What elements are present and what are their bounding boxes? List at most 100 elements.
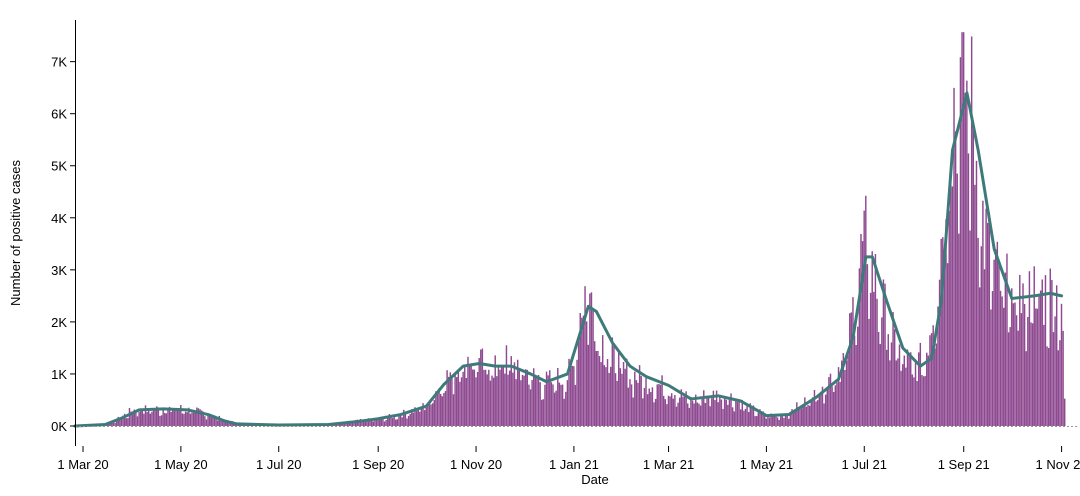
daily-bar <box>961 32 963 427</box>
daily-bar <box>454 372 456 426</box>
daily-bar <box>1015 315 1018 426</box>
daily-bar <box>727 404 729 426</box>
daily-bar <box>911 374 914 426</box>
daily-bar <box>916 381 918 426</box>
daily-bar <box>364 420 367 426</box>
daily-bar <box>390 415 392 426</box>
daily-bar <box>420 408 423 426</box>
x-tick-label: 1 Jan 21 <box>549 457 599 472</box>
daily-bar <box>117 416 119 426</box>
x-tick-label: 1 Sep 21 <box>938 457 990 472</box>
daily-bar <box>545 371 548 426</box>
daily-bar <box>541 399 543 426</box>
daily-bar <box>391 418 394 426</box>
daily-bar <box>396 419 399 426</box>
daily-bar <box>592 309 594 426</box>
daily-bar <box>510 356 512 426</box>
daily-bar <box>909 352 912 426</box>
daily-bar <box>919 342 922 426</box>
daily-bar <box>119 419 121 426</box>
daily-bar <box>797 409 800 426</box>
daily-bar <box>653 402 655 426</box>
daily-bar <box>637 382 639 426</box>
daily-bar <box>168 406 171 426</box>
daily-bar <box>855 345 857 426</box>
daily-bar <box>922 376 925 426</box>
daily-bar <box>876 298 878 426</box>
daily-bar <box>1038 295 1040 426</box>
daily-bar <box>706 395 708 426</box>
daily-bar <box>808 405 811 426</box>
daily-bar <box>659 384 662 426</box>
daily-bar <box>401 417 403 426</box>
daily-bar <box>146 411 148 426</box>
daily-bar <box>816 400 819 426</box>
daily-bar <box>542 399 545 426</box>
daily-bar <box>869 292 872 426</box>
daily-bar <box>531 380 533 426</box>
daily-bar <box>823 403 825 426</box>
daily-bar <box>1041 279 1043 426</box>
daily-bar <box>841 360 843 426</box>
daily-bar <box>826 388 829 426</box>
daily-bar <box>497 364 500 426</box>
daily-bar <box>480 349 482 426</box>
daily-bar <box>685 391 687 426</box>
daily-bar <box>358 420 360 426</box>
daily-bar <box>934 348 936 426</box>
daily-bar <box>975 160 978 426</box>
daily-bar <box>483 369 485 426</box>
daily-bar <box>1060 303 1063 426</box>
daily-bar <box>521 374 524 426</box>
daily-bar <box>670 393 673 426</box>
daily-bar <box>1047 347 1050 426</box>
daily-bar <box>800 408 803 426</box>
daily-bar <box>139 411 142 426</box>
daily-bar <box>186 412 188 426</box>
daily-bar <box>703 390 705 426</box>
daily-bar <box>605 367 607 426</box>
daily-bar <box>749 403 752 426</box>
daily-bar <box>704 403 707 426</box>
daily-bar <box>836 382 838 426</box>
daily-bar <box>202 411 204 426</box>
daily-bar <box>459 381 461 426</box>
daily-bar <box>964 92 966 426</box>
daily-bar <box>180 404 182 426</box>
daily-bar <box>962 32 965 427</box>
daily-bar <box>991 291 994 426</box>
daily-bar <box>417 409 419 426</box>
daily-bar <box>218 415 221 426</box>
daily-bar <box>695 394 697 426</box>
daily-bar <box>598 356 601 426</box>
daily-bar <box>438 388 440 426</box>
daily-bar <box>879 344 881 426</box>
daily-bar <box>518 370 521 426</box>
daily-bar <box>914 362 917 426</box>
daily-bar <box>654 398 657 426</box>
daily-bar <box>767 416 769 426</box>
daily-bar <box>804 397 806 426</box>
daily-bar <box>569 361 572 426</box>
daily-bar <box>752 405 755 426</box>
daily-bar <box>228 421 230 426</box>
daily-bar <box>974 184 976 426</box>
x-axis-ticks: 1 Mar 20 1 May 20 1 Jul 20 1 Sep 20 1 Nov 20… <box>57 446 1080 472</box>
daily-bar <box>430 404 432 426</box>
daily-bar <box>215 418 217 426</box>
daily-bar <box>385 420 387 426</box>
daily-bar <box>645 375 647 426</box>
daily-bar <box>735 400 737 426</box>
daily-bar <box>379 419 381 426</box>
daily-bar <box>380 416 383 426</box>
daily-bar <box>953 87 955 426</box>
daily-bar <box>544 384 546 426</box>
daily-bar <box>849 313 851 426</box>
daily-bar <box>387 417 389 426</box>
daily-bar <box>674 394 676 426</box>
daily-bar <box>818 395 820 426</box>
daily-bar <box>1046 346 1048 426</box>
daily-bar <box>935 343 938 426</box>
daily-bar <box>802 404 804 426</box>
daily-bar <box>125 418 127 426</box>
